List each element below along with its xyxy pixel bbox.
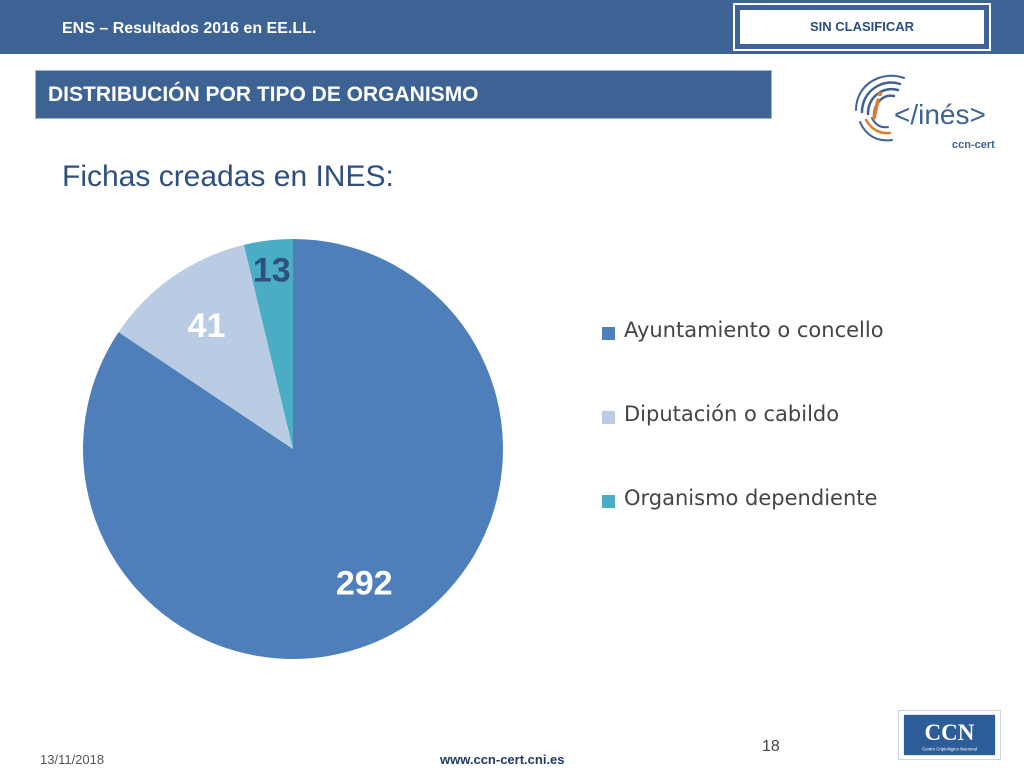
chart-subtitle: Fichas creadas en INES: <box>62 160 394 193</box>
chart-legend: Ayuntamiento o concello Diputación o cabi… <box>602 318 884 570</box>
pie-slice-2 <box>118 244 293 449</box>
pie-chart: 292 41 13 <box>83 239 504 659</box>
legend-swatch <box>602 327 615 340</box>
ines-logo-text: </inés> <box>894 99 986 130</box>
footer-date: 13/11/2018 <box>40 752 105 767</box>
pie-slice-3 <box>243 239 293 449</box>
ines-logo-subtext: ccn-cert <box>952 139 995 151</box>
classification-box: SIN CLASIFICAR <box>733 3 991 51</box>
pie-data-label-2: 41 <box>188 307 226 345</box>
legend-label: Organismo dependiente <box>624 486 878 510</box>
legend-item-1: Ayuntamiento o concello <box>602 318 884 402</box>
legend-label: Diputación o cabildo <box>624 402 840 426</box>
legend-label: Ayuntamiento o concello <box>624 318 884 342</box>
ccn-logo-background <box>903 714 996 756</box>
ines-logo: </inés> ccn-cert <box>855 74 995 151</box>
legend-swatch <box>602 495 615 508</box>
ccn-logo-text: CCN <box>925 719 975 745</box>
top-bar: ENS – Resultados 2016 en EE.LL. SIN CLAS… <box>0 0 1024 54</box>
section-header: DISTRIBUCIÓN POR TIPO DE ORGANISMO <box>35 70 772 119</box>
legend-swatch <box>602 411 615 424</box>
ccn-logo-subtext: Centro Criptológico Nacional <box>922 746 977 751</box>
pie-slice-1 <box>83 239 504 659</box>
fingerprint-icon <box>855 74 905 142</box>
legend-item-3: Organismo dependiente <box>602 486 884 570</box>
classification-label: SIN CLASIFICAR <box>738 8 986 46</box>
page-number: 18 <box>762 738 780 755</box>
ccn-logo: CCN Centro Criptológico Nacional <box>898 710 1001 760</box>
legend-item-2: Diputación o cabildo <box>602 402 884 486</box>
pie-data-label-3: 13 <box>253 252 291 290</box>
section-title: DISTRIBUCIÓN POR TIPO DE ORGANISMO <box>48 83 479 106</box>
pie-data-label-1: 292 <box>336 564 393 602</box>
document-title: ENS – Resultados 2016 en EE.LL. <box>62 20 317 37</box>
footer-url[interactable]: www.ccn-cert.cni.es <box>440 752 565 767</box>
